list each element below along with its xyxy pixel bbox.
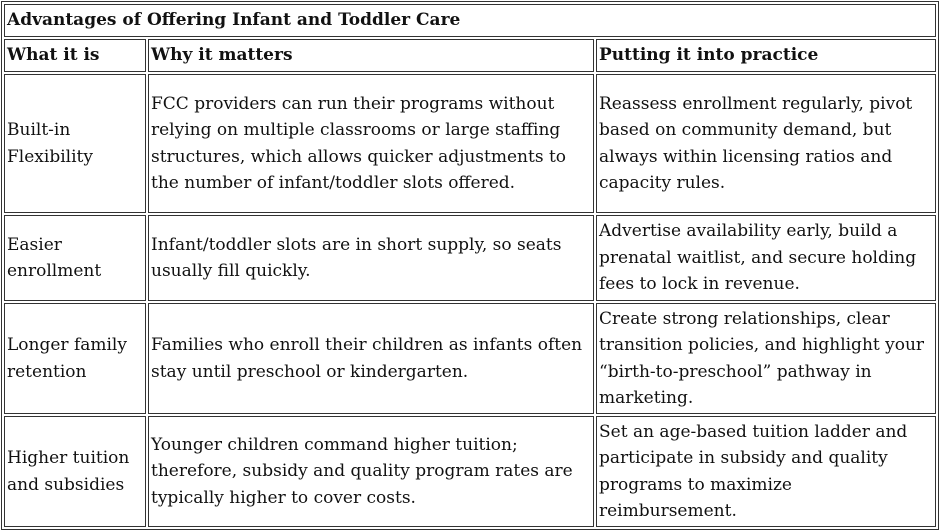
cell: Set an age-based tuition ladder and part… [596, 416, 937, 527]
cell: Advertise availability early, build a pr… [596, 215, 937, 301]
cell: Easier enrollment [4, 215, 146, 301]
cell: FCC providers can run their programs wit… [148, 74, 594, 213]
cell: Younger children command higher tuition;… [148, 416, 594, 527]
header-cell: Putting it into practice [596, 39, 937, 72]
cell: Families who enroll their children as in… [148, 303, 594, 414]
cell: Built-in Flexibility [4, 74, 146, 213]
cell: Longer family retention [4, 303, 146, 414]
header-cell: Why it matters [148, 39, 594, 72]
cell: Infant/toddler slots are in short supply… [148, 215, 594, 301]
cell: Higher tuition and subsidies [4, 416, 146, 527]
cell: Create strong relationships, clear trans… [596, 303, 937, 414]
header-cell: What it is [4, 39, 146, 72]
table-title: Advantages of Offering Infant and Toddle… [4, 4, 937, 37]
cell: Reassess enrollment regularly, pivot bas… [596, 74, 937, 213]
